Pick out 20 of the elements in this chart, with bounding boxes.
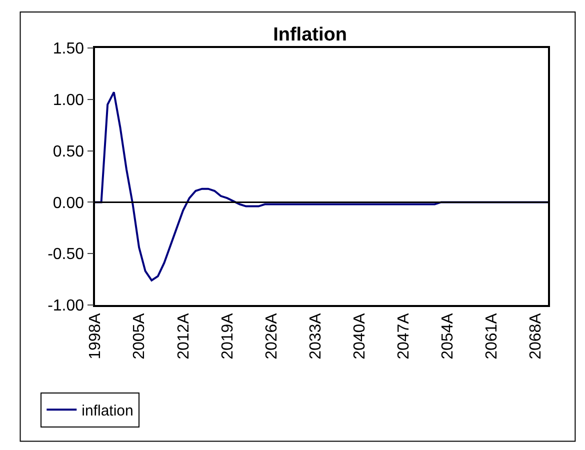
y-tick-label: 1.00 (52, 92, 84, 109)
y-tick-label: -1.00 (48, 298, 84, 315)
x-tick-label: 2019A (219, 312, 236, 360)
x-tick-label: 2068A (528, 312, 545, 360)
line-series (95, 91, 548, 282)
x-tick-label: 2054A (440, 312, 457, 360)
x-tick-label: 2005A (131, 312, 148, 360)
x-tick-label: 2012A (175, 312, 192, 360)
x-tick-label: 2061A (484, 312, 501, 360)
y-tick-label: 0.00 (52, 194, 84, 212)
x-tick-label: 2047A (395, 312, 412, 360)
y-tick-label: 1.50 (52, 40, 84, 58)
y-tick-label: -0.50 (48, 246, 84, 264)
x-tick-label: 2033A (307, 312, 324, 360)
x-tick-label: 2026A (263, 312, 280, 360)
x-tick-label: 1998A (87, 312, 104, 360)
chart-title: Inflation (273, 24, 347, 46)
x-tick-label: 2040A (351, 312, 368, 360)
legend-label: inflation (82, 402, 134, 420)
y-tick-label: 0.50 (52, 143, 84, 160)
